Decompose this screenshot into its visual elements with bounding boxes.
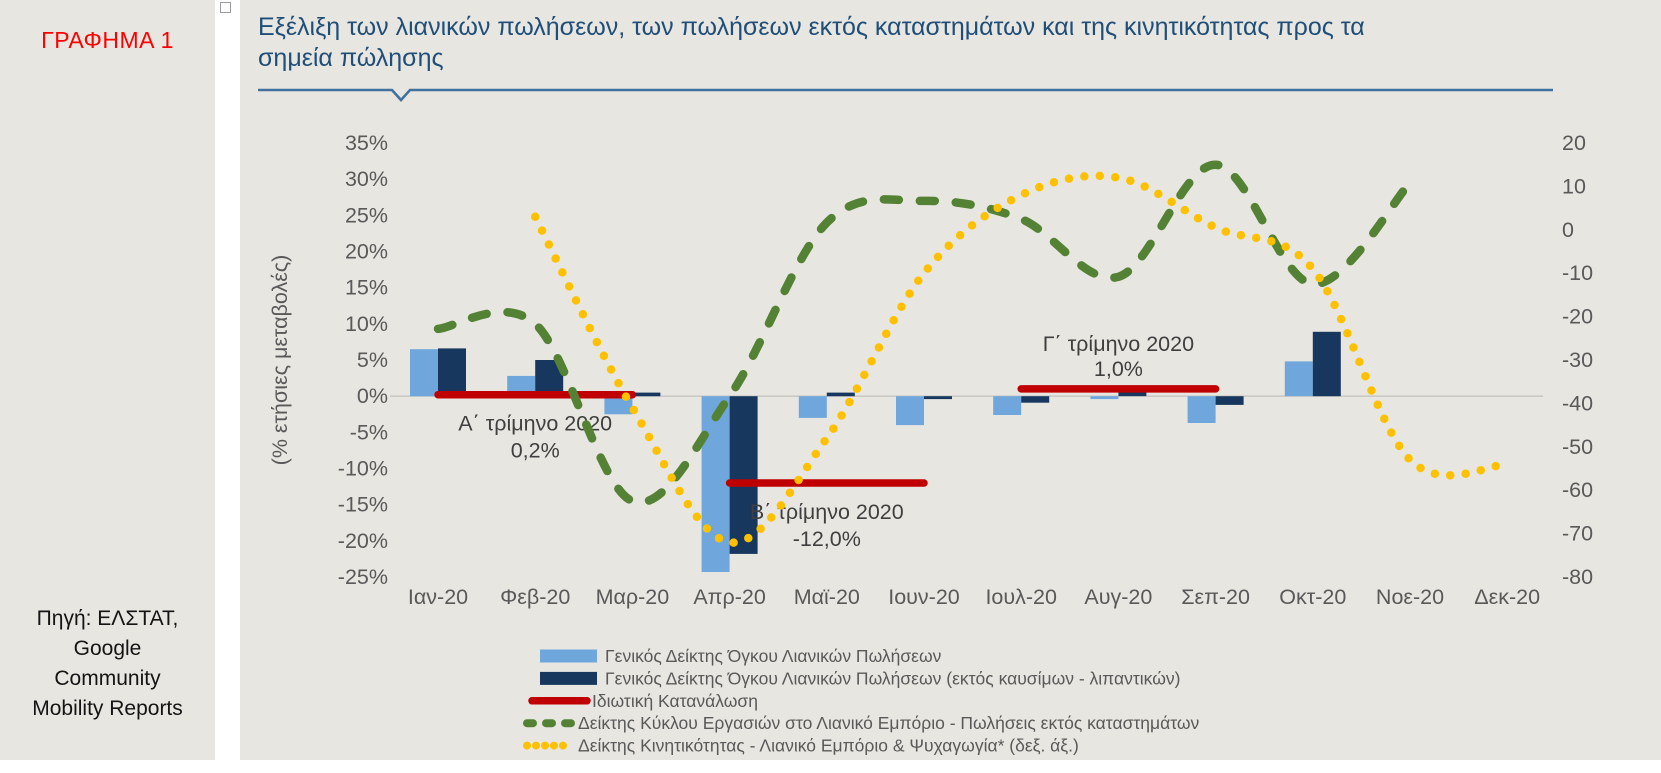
quarter-value: 0,2% (511, 439, 560, 463)
bar (1187, 396, 1216, 423)
right-tick: -50 (1562, 435, 1593, 459)
left-tick: 25% (345, 203, 388, 227)
right-tick: -70 (1562, 522, 1593, 546)
legend-label: Ιδιωτική Κατανάλωση (592, 691, 758, 711)
legend-label: Δείκτης Κινητικότητας - Λιανικό Εμπόριο … (578, 736, 1079, 756)
x-label: Φεβ-20 (500, 585, 570, 609)
right-axis-ticks: 20 10 0 -10 -20 -30 -40 -50 -60 -70 -80 (1562, 131, 1593, 589)
x-label: Δεκ-20 (1474, 585, 1540, 609)
nonstore-sales-line (433, 160, 1415, 507)
x-label: Σεπ-20 (1181, 585, 1250, 609)
bar (701, 396, 730, 572)
left-tick: -25% (338, 565, 388, 589)
right-tick: 0 (1562, 218, 1574, 242)
quarter-value: -12,0% (793, 527, 861, 551)
bar (1284, 361, 1313, 397)
left-tick: 20% (345, 240, 388, 264)
bar (729, 396, 758, 554)
legend-item: Ιδιωτική Κατανάλωση (528, 691, 758, 711)
right-tick: -20 (1562, 305, 1593, 329)
legend-swatch (540, 649, 597, 663)
scrollbar-thumb (220, 2, 231, 13)
title-divider (258, 88, 1553, 102)
bar (798, 396, 827, 418)
legend: Γενικός Δείκτης Όγκου Λιανικών ΠωλήσεωνΓ… (523, 646, 1200, 756)
left-tick: -10% (338, 457, 388, 481)
x-label: Ιαν-20 (408, 585, 468, 609)
left-tick: 30% (345, 167, 388, 191)
legend-item: Γενικός Δείκτης Όγκου Λιανικών Πωλήσεων … (540, 668, 1180, 688)
right-tick: -30 (1562, 348, 1593, 372)
bar (1021, 396, 1050, 403)
right-tick: 20 (1562, 131, 1586, 155)
source-note: Πηγή: ΕΛΣΤΑΤ, Google Community Mobility … (32, 607, 183, 720)
left-tick: 0% (357, 384, 388, 408)
x-label: Οκτ-20 (1279, 585, 1346, 609)
x-label: Απρ-20 (693, 585, 766, 609)
right-tick: -60 (1562, 478, 1593, 502)
left-tick: -20% (338, 529, 388, 553)
bar (632, 392, 661, 397)
bar (924, 396, 952, 400)
bar-series-1 (438, 331, 1341, 554)
bar (993, 396, 1022, 415)
bar (1118, 391, 1147, 397)
x-label: Ιουλ-20 (985, 585, 1057, 609)
left-tick: 5% (357, 348, 388, 372)
left-tick: 10% (345, 312, 388, 336)
bar (1215, 396, 1244, 405)
legend-item: Δείκτης Κινητικότητας - Λιανικό Εμπόριο … (523, 736, 1079, 756)
mobility-line (530, 171, 1512, 547)
x-axis-labels: Ιαν-20 Φεβ-20 Μαρ-20 Απρ-20 Μαϊ-20 Ιουν-20 Ιου… (408, 585, 1540, 609)
bar (896, 396, 924, 426)
legend-label: Γενικός Δείκτης Όγκου Λιανικών Πωλήσεων (605, 646, 942, 666)
quarter-label: Β΄ τρίμηνο 2020 (750, 500, 904, 524)
legend-label: Γενικός Δείκτης Όγκου Λιανικών Πωλήσεων … (605, 668, 1180, 688)
chart-panel: Εξέλιξη των λιανικών πωλήσεων, των πωλήσ… (240, 0, 1661, 760)
bar (410, 349, 438, 397)
figure-tag: ΓΡΑΦΗΜΑ 1 (41, 27, 174, 53)
right-tick: -80 (1562, 565, 1593, 589)
right-tick: -10 (1562, 261, 1593, 285)
left-tick: -5% (350, 420, 388, 444)
legend-label: Δείκτης Κύκλου Εργασιών στο Λιανικό Εμπό… (578, 713, 1200, 733)
bar (1090, 396, 1119, 400)
x-label: Νοε-20 (1376, 585, 1444, 609)
bar (1312, 331, 1341, 397)
quarter-annotation: Β΄ τρίμηνο 2020 -12,0% (750, 500, 904, 551)
quarter-value: 1,0% (1094, 357, 1143, 381)
left-axis-title: (% ετήσιες μεταβολές) (268, 255, 292, 466)
x-label: Αυγ-20 (1084, 585, 1152, 609)
x-label: Ιουν-20 (888, 585, 960, 609)
left-tick: -15% (338, 493, 388, 517)
bar (438, 348, 466, 397)
quarter-label: Γ΄ τρίμηνο 2020 (1043, 332, 1194, 356)
combo-chart: 35% 30% 25% 20% 15% 10% 5% 0% -5% -10% -15% -20% -25… (258, 88, 1593, 756)
legend-item: Δείκτης Κύκλου Εργασιών στο Λιανικό Εμπό… (523, 713, 1200, 733)
chart-title: Εξέλιξη των λιανικών πωλήσεων, των πωλήσ… (258, 13, 1365, 72)
x-label: Μαρ-20 (596, 585, 670, 609)
legend-item: Γενικός Δείκτης Όγκου Λιανικών Πωλήσεων (540, 646, 942, 666)
right-tick: -40 (1562, 391, 1593, 415)
left-tick: 15% (345, 276, 388, 300)
left-sidebar: ΓΡΑΦΗΜΑ 1 Πηγή: ΕΛΣΤΑΤ, Google Community… (0, 0, 215, 760)
left-axis-ticks: 35% 30% 25% 20% 15% 10% 5% 0% -5% -10% -15% -20% -25… (338, 131, 388, 589)
x-label: Μαϊ-20 (794, 585, 860, 609)
legend-swatch (540, 671, 597, 685)
right-tick: 10 (1562, 174, 1586, 198)
bar (826, 392, 855, 397)
left-tick: 35% (345, 131, 388, 155)
